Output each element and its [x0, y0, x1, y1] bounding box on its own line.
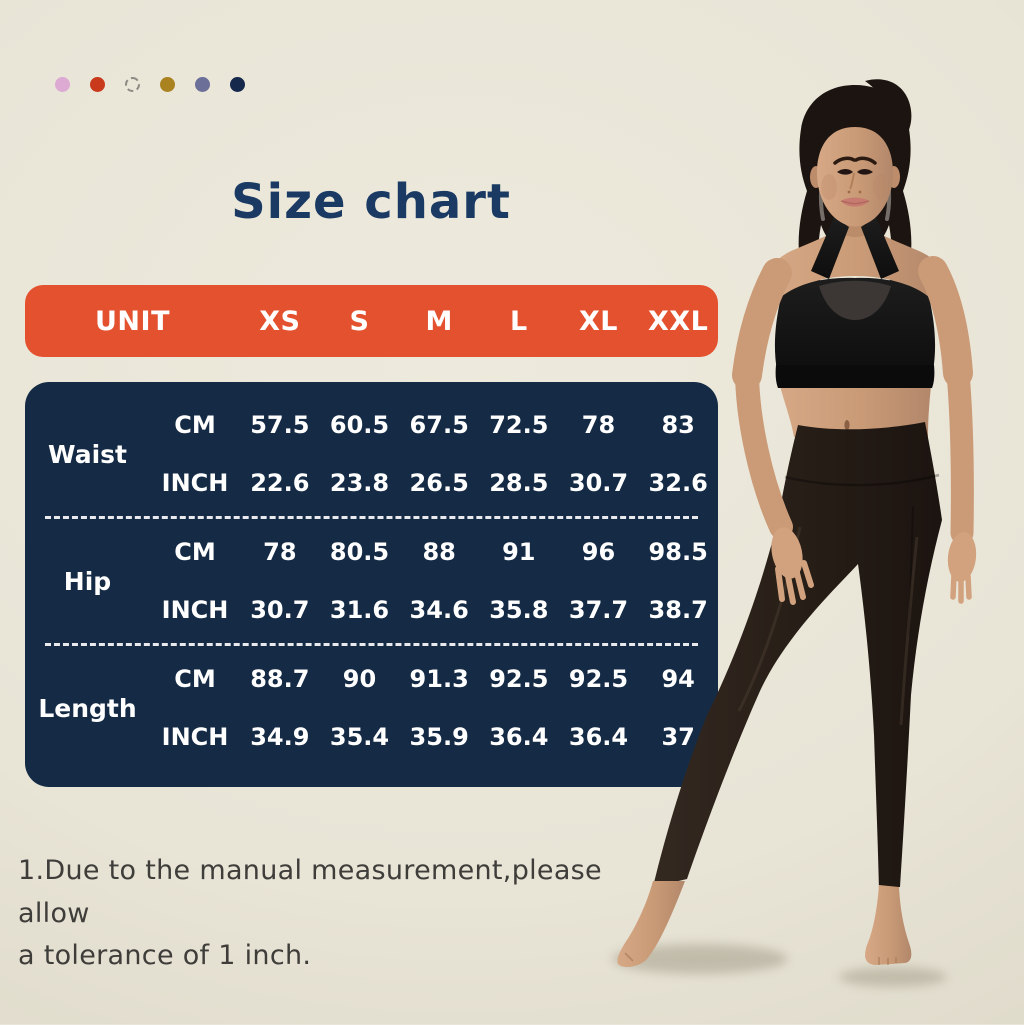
model-sports-bra: [774, 217, 936, 388]
value-cell: 30.7: [250, 596, 310, 624]
value-cell: 31.6: [329, 596, 390, 624]
value-cell: 91: [502, 538, 536, 566]
value-cell: 57.5: [250, 411, 310, 439]
floor-shadow-right: [839, 967, 947, 987]
size-table-header: UNIT XS S M L XL XXL: [25, 285, 718, 357]
color-swatches: [55, 77, 245, 92]
header-cell-size-xxl: XXL: [647, 305, 709, 337]
tolerance-footnote: 1.Due to the manual measurement,please a…: [18, 850, 628, 978]
leg-highlight-right: [899, 536, 919, 726]
model-head: [810, 88, 900, 227]
navel: [844, 420, 850, 430]
model-face: [833, 156, 877, 207]
swatch-navy-dot: [230, 77, 245, 92]
header-cell-unit: UNIT: [95, 305, 170, 337]
waistband-seam: [784, 473, 940, 487]
dashed-separator: [45, 516, 698, 519]
value-cell: 92.5: [568, 665, 629, 693]
unit-label: INCH: [161, 469, 229, 497]
model-midriff-skin: [778, 377, 932, 437]
chin-shadow: [840, 221, 870, 237]
footnote-line-1: 1.Due to the manual measurement,please a…: [18, 855, 602, 929]
header-cell-size-s: S: [349, 305, 370, 337]
measure-label: Waist: [48, 439, 127, 469]
value-cell: 78: [581, 411, 616, 439]
swatch-violet-dot: [195, 77, 210, 92]
value-cell: 34.6: [409, 596, 469, 624]
measure-section-waist: Waist CM 57.5 60.5 67.5 72.5 78 83 INCH 22.6 23.8 2…: [25, 396, 718, 512]
value-cell: 36.4: [568, 723, 629, 751]
leg-highlight-left: [737, 526, 802, 712]
measure-section-hip: Hip CM 78 80.5 88 91 96 98.5 INCH 30.7 31.6 34.6 35.…: [25, 523, 718, 639]
swatch-pink-dot: [55, 77, 70, 92]
header-cell-size-xs: XS: [259, 305, 301, 337]
value-cell: 28.5: [489, 469, 549, 497]
value-cell: 60.5: [329, 411, 390, 439]
value-cell: 37: [661, 723, 695, 751]
value-cell: 35.4: [329, 723, 390, 751]
unit-label: CM: [174, 538, 216, 566]
value-cell: 30.7: [568, 469, 629, 497]
measure-label: Length: [38, 693, 137, 723]
pocket-seam: [908, 506, 914, 636]
model-hands: [771, 527, 977, 605]
value-cell: 38.7: [648, 596, 708, 624]
model-arms: [732, 256, 974, 545]
swatch-outline-dot: [125, 77, 140, 92]
value-cell: 72.5: [489, 411, 549, 439]
value-cell: 35.9: [409, 723, 469, 751]
value-cell: 88.7: [250, 665, 310, 693]
value-cell: 83: [661, 411, 695, 439]
measure-label: Hip: [63, 566, 112, 596]
value-cell: 35.8: [489, 596, 549, 624]
dashed-separator: [45, 643, 698, 646]
swatch-gold-dot: [160, 77, 175, 92]
header-cell-size-m: M: [425, 305, 453, 337]
value-cell: 98.5: [648, 538, 708, 566]
unit-label: INCH: [161, 723, 229, 751]
value-cell: 23.8: [329, 469, 390, 497]
model-hair: [798, 79, 912, 303]
value-cell: 96: [581, 538, 616, 566]
value-cell: 94: [661, 665, 695, 693]
value-cell: 91.3: [409, 665, 469, 693]
value-cell: 80.5: [329, 538, 390, 566]
value-cell: 92.5: [489, 665, 549, 693]
model-torso-skin: [768, 193, 942, 301]
measure-section-length: Length CM 88.7 90 91.3 92.5 92.5 94 INCH 34.9 35.4…: [25, 650, 718, 766]
swatch-red-dot: [90, 77, 105, 92]
value-cell: 37.7: [568, 596, 629, 624]
unit-label: CM: [174, 665, 216, 693]
value-cell: 26.5: [409, 469, 469, 497]
value-cell: 67.5: [409, 411, 469, 439]
header-cell-size-l: L: [509, 305, 528, 337]
value-cell: 22.6: [250, 469, 310, 497]
page-title: Size chart: [231, 174, 511, 230]
unit-label: CM: [174, 411, 216, 439]
value-cell: 88: [422, 538, 456, 566]
model-feet: [617, 881, 912, 967]
floor-shadow-left: [612, 944, 788, 974]
footnote-line-2: a tolerance of 1 inch.: [18, 940, 312, 972]
value-cell: 78: [263, 538, 297, 566]
value-cell: 90: [342, 665, 377, 693]
unit-label: INCH: [161, 596, 229, 624]
size-table: Waist CM 57.5 60.5 67.5 72.5 78 83 INCH 22.6 23.8 2…: [25, 382, 718, 787]
header-cell-size-xl: XL: [578, 305, 618, 337]
value-cell: 32.6: [648, 469, 708, 497]
size-table-body: Waist CM 57.5 60.5 67.5 72.5 78 83 INCH 22.6 23.8 2…: [25, 396, 718, 766]
value-cell: 34.9: [250, 723, 310, 751]
value-cell: 36.4: [489, 723, 549, 751]
